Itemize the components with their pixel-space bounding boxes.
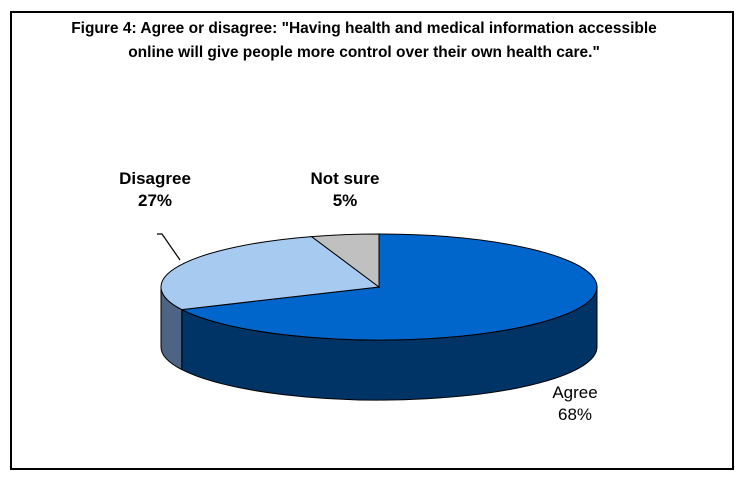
leader-lines (157, 233, 181, 261)
label-agree-value: 68% (557, 405, 593, 424)
label-disagree-name: Disagree (119, 169, 191, 188)
label-disagree-value: 27% (137, 191, 173, 210)
slice-disagree (160, 236, 381, 311)
leader-disagree (157, 233, 181, 261)
pie-slices (160, 233, 598, 341)
label-not-sure: Not sure 5% (295, 168, 395, 212)
label-agree: Agree 68% (540, 382, 610, 426)
label-disagree: Disagree 27% (105, 168, 205, 212)
label-agree-name: Agree (552, 383, 598, 402)
slice-agree (180, 233, 598, 341)
chart-title: Figure 4: Agree or disagree: "Having hea… (71, 20, 657, 61)
label-not-sure-name: Not sure (310, 169, 380, 188)
slice-not-sure (310, 233, 380, 288)
label-not-sure-value: 5% (332, 191, 358, 210)
